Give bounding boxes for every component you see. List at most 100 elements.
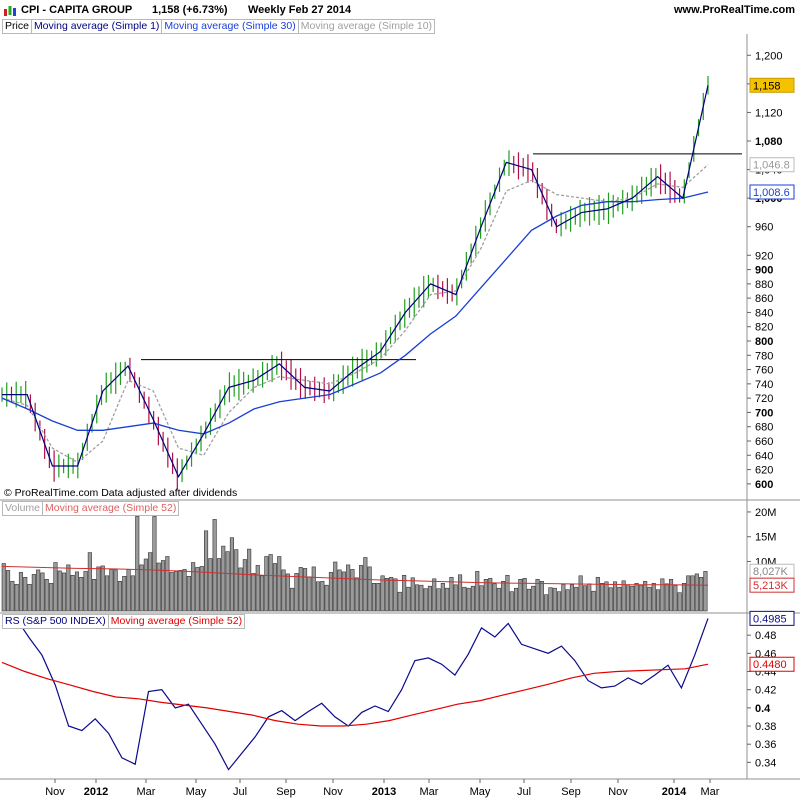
volume-bar: [389, 576, 394, 612]
time-axis: Nov 2012 Mar May Jul Sep Nov 2013 Mar May Jul Sep No…: [45, 779, 720, 798]
volume-bar: [690, 575, 695, 612]
legend-volume-ma[interactable]: Moving average (Simple 52): [42, 501, 180, 516]
legend-ma30[interactable]: Moving average (Simple 30): [161, 19, 299, 34]
volume-bar: [268, 554, 273, 612]
volume-bar: [204, 530, 209, 612]
volume-bar: [242, 559, 247, 612]
volume-bar: [113, 569, 118, 612]
volume-bar: [161, 560, 166, 612]
volume-bar: [221, 545, 226, 612]
volume-bar: [178, 570, 183, 612]
volume-bar: [501, 580, 506, 612]
price-tick-label: 920: [755, 250, 773, 262]
chart-header: CPI - CAPITA GROUP 1,158 (+6.73%) Weekly…: [0, 0, 800, 20]
volume-bar: [457, 574, 463, 612]
volume-bar: [57, 570, 62, 612]
price-tick-label: 620: [755, 465, 773, 477]
volume-bar: [350, 569, 355, 612]
time-tick-label: Sep: [276, 786, 296, 798]
volume-bar: [130, 575, 135, 612]
rs-tick-label: 0.48: [755, 630, 776, 642]
volume-bar: [681, 582, 687, 612]
volume-bar: [475, 571, 480, 612]
volume-bar: [660, 578, 665, 612]
volume-bar: [23, 576, 28, 612]
volume-bar: [100, 565, 105, 612]
rs-tick-label: 0.42: [755, 685, 776, 697]
legend-rs[interactable]: RS (S&P 500 INDEX): [2, 614, 109, 629]
volume-bar: [496, 587, 501, 612]
volume-bar: [569, 584, 575, 612]
time-tick-label: Jul: [233, 786, 247, 798]
volume-bar: [470, 585, 476, 612]
volume-bar: [31, 574, 36, 612]
volume-bar: [255, 565, 260, 612]
volume-bar: [651, 582, 656, 612]
volume-bar: [315, 581, 321, 612]
volume-bar: [552, 587, 557, 612]
volume-bar: [363, 557, 368, 612]
panel-frames: [0, 34, 800, 780]
ma30-line: [1, 191, 709, 435]
app-logo-icon: [3, 4, 17, 16]
time-tick-label: Nov: [608, 786, 628, 798]
volume-bar: [397, 591, 402, 612]
volume-bar: [1, 563, 6, 612]
volume-bar: [582, 585, 588, 612]
volume-bar: [410, 577, 415, 612]
volume-bar: [414, 584, 420, 612]
volume-bar: [354, 577, 359, 612]
volume-bar: [694, 573, 699, 612]
time-tick-label: Mar: [137, 786, 156, 798]
volume-bar: [66, 564, 71, 612]
volume-bar: [492, 583, 497, 612]
ma10-tag-box: [749, 157, 795, 173]
volume-bar: [462, 586, 467, 612]
volume-bar: [393, 578, 398, 612]
volume-bar: [647, 586, 652, 612]
volume-bar: [346, 564, 351, 612]
volume-bar: [445, 587, 450, 612]
volume-bar: [191, 562, 196, 612]
legend-ma10[interactable]: Moving average (Simple 10): [297, 19, 436, 34]
volume-bar: [169, 572, 174, 612]
volume-bar: [699, 576, 704, 612]
volume-bar: [630, 585, 635, 612]
price-tick-label: 900: [755, 265, 773, 277]
price-tick-label: 760: [755, 365, 773, 377]
volume-bar: [294, 573, 299, 612]
site-link[interactable]: www.ProRealTime.com: [674, 4, 796, 16]
volume-bar: [126, 569, 131, 612]
time-tick-label: May: [186, 786, 207, 798]
price-tick-label: 860: [755, 293, 773, 305]
ma30-tag: 1,008.6: [753, 187, 790, 199]
volume-bar: [643, 580, 648, 612]
volume-bar: [156, 562, 161, 612]
volume-bar: [655, 589, 661, 612]
volume-bar: [135, 516, 140, 612]
volume-bar: [277, 556, 282, 612]
legend-price[interactable]: Price: [2, 19, 32, 34]
volume-bar: [535, 578, 540, 612]
volume-bar: [302, 568, 308, 612]
volume-ma-tag: 5,213K: [753, 580, 789, 592]
volume-ma-tag-box: [749, 577, 795, 593]
volume-bar: [600, 582, 605, 612]
volume-bar: [453, 584, 458, 612]
volume-bar: [105, 575, 110, 612]
volume-bar: [247, 548, 252, 612]
legend-volume[interactable]: Volume: [2, 501, 44, 516]
volume-bar: [320, 580, 325, 612]
volume-bar: [358, 565, 364, 612]
volume-bar: [27, 583, 32, 612]
volume-bar: [677, 592, 682, 612]
legend-ma1[interactable]: Moving average (Simple 1): [30, 19, 163, 34]
volume-bar: [117, 580, 122, 612]
volume-bar: [83, 571, 88, 612]
volume-bar: [376, 582, 381, 612]
volume-bar: [109, 569, 114, 612]
volume-bar: [509, 591, 514, 612]
legend-rs-ma[interactable]: Moving average (Simple 52): [107, 614, 246, 629]
